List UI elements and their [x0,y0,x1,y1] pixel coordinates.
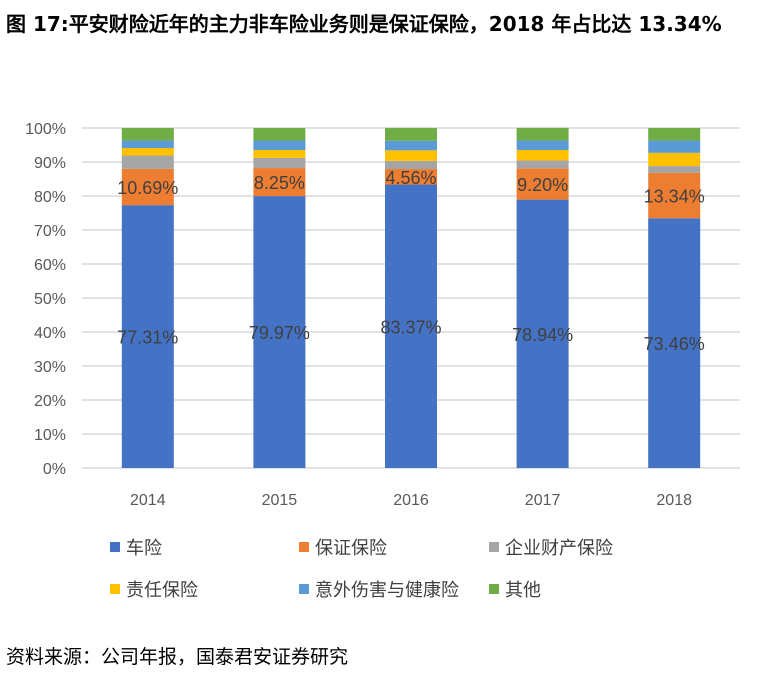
legend-swatch [489,584,499,594]
legend-swatch [299,542,309,552]
data-label: 9.20% [517,175,568,195]
x-tick-label: 2018 [656,492,692,509]
legend-swatch [299,584,309,594]
legend-label: 意外伤害与健康险 [315,580,459,601]
y-tick-label: 60% [34,257,66,274]
y-tick-label: 40% [34,325,66,342]
bar-segment [516,127,569,141]
data-label: 79.97% [249,323,310,343]
data-label: 4.56% [385,168,436,188]
bar-segment [648,152,701,167]
bar-segment [648,172,701,219]
y-tick-label: 0% [43,461,66,478]
data-label: 73.46% [644,334,705,354]
bar-segment [648,128,701,141]
bar-segment [516,149,569,161]
bar-segment [253,196,306,469]
bar-segment [253,140,306,151]
bar-segment [648,140,701,153]
bar-segment [648,218,701,468]
y-tick-label: 70% [34,223,66,240]
legend-swatch [110,584,120,594]
bar-segment [516,199,569,468]
bar-segment [516,168,569,200]
data-label: 77.31% [117,328,178,348]
data-label: 83.37% [380,317,441,337]
bar-segment [253,168,306,197]
x-tick-label: 2017 [525,492,561,509]
bar-segment [385,140,437,151]
x-tick-label: 2015 [262,492,298,509]
bar-segment [516,160,569,169]
bar-segment [385,150,437,161]
bar-segment [253,127,306,141]
y-tick-label: 30% [34,359,66,376]
bar-segment [121,140,174,149]
legend-swatch [110,542,120,552]
bar-segment [648,166,701,173]
legend-label: 车险 [126,538,162,559]
legend-label: 企业财产保险 [505,538,613,559]
bar-segment [121,128,174,141]
y-tick-label: 10% [34,427,66,444]
y-tick-label: 20% [34,393,66,410]
bar-segment [385,127,437,141]
bar-segment [121,168,174,206]
legend-label: 保证保险 [315,538,387,559]
data-label: 78.94% [512,325,573,345]
legend-label: 责任保险 [126,580,198,601]
data-label: 13.34% [644,187,705,207]
bar-segment [385,169,437,185]
bar-segment [253,150,306,158]
bar-segment [385,184,437,469]
legend-swatch [489,542,499,552]
y-tick-label: 50% [34,291,66,308]
data-label: 8.25% [254,173,305,193]
bar-segment [121,205,174,468]
bar-segment [516,140,569,150]
x-tick-label: 2016 [393,492,429,509]
data-label: 10.69% [117,178,178,198]
chart-title: 图 17:平安财险近年的主力非车险业务则是保证保险，2018 年占比达 13.3… [6,12,722,36]
bar-segment [121,148,174,156]
bar-segment [253,157,306,169]
bar-segment [385,160,437,170]
bar-segment [121,155,174,169]
source-note: 资料来源：公司年报，国泰君安证券研究 [6,646,349,668]
y-tick-label: 100% [25,121,66,138]
legend-label: 其他 [505,580,541,601]
x-tick-label: 2014 [130,492,166,509]
y-tick-label: 80% [34,189,66,206]
y-tick-label: 90% [34,155,66,172]
